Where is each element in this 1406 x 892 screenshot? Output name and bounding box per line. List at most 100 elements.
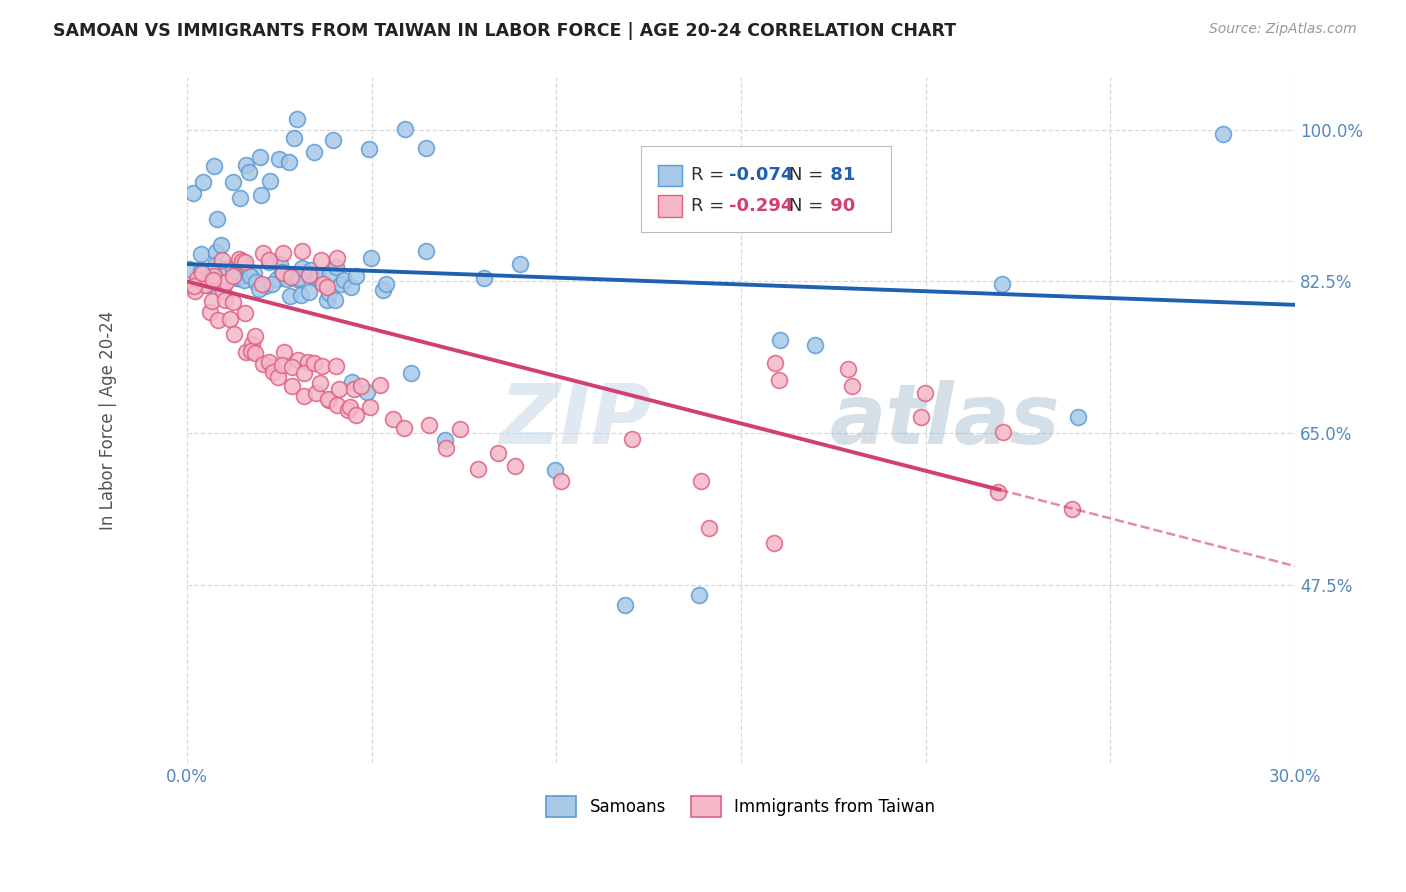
Text: atlas: atlas: [830, 380, 1060, 461]
Point: [239, 344, 262, 359]
Point: [202, 159, 225, 173]
Point: [229, 190, 252, 204]
Point: [290, 288, 312, 302]
Point: [373, 284, 395, 298]
Point: [281, 360, 304, 375]
Point: [222, 326, 245, 341]
Point: [297, 354, 319, 368]
Point: [993, 425, 1015, 439]
Text: R =: R =: [690, 167, 730, 185]
Point: [319, 267, 342, 281]
Point: [233, 255, 256, 269]
Point: [207, 313, 229, 327]
Text: N =: N =: [789, 196, 828, 215]
Point: [232, 272, 254, 286]
Point: [245, 329, 267, 343]
Point: [399, 367, 422, 381]
Point: [285, 271, 308, 285]
Point: [222, 269, 245, 284]
Point: [233, 306, 256, 320]
Point: [336, 403, 359, 417]
Point: [1067, 409, 1090, 424]
Text: 81: 81: [824, 167, 855, 185]
Point: [804, 338, 827, 352]
Point: [215, 275, 238, 289]
Point: [415, 244, 437, 259]
Point: [267, 152, 290, 166]
Point: [221, 295, 243, 310]
Point: [239, 268, 262, 283]
Point: [1212, 127, 1234, 141]
Point: [190, 246, 212, 260]
Text: N =: N =: [789, 167, 828, 185]
Point: [259, 173, 281, 187]
Point: [359, 400, 381, 414]
Point: [285, 112, 308, 127]
Point: [204, 258, 226, 272]
Point: [288, 270, 311, 285]
Point: [202, 268, 225, 283]
FancyBboxPatch shape: [658, 164, 682, 186]
Point: [231, 254, 253, 268]
Point: [202, 264, 225, 278]
Point: [987, 485, 1010, 500]
Point: [194, 278, 217, 293]
Point: [990, 277, 1012, 291]
Point: [280, 269, 302, 284]
Point: [307, 269, 329, 284]
Point: [375, 277, 398, 291]
Point: [266, 370, 288, 384]
Point: [254, 279, 277, 293]
FancyBboxPatch shape: [641, 146, 890, 232]
Legend: Samoans, Immigrants from Taiwan: Samoans, Immigrants from Taiwan: [540, 789, 942, 823]
Point: [690, 474, 713, 488]
Point: [287, 353, 309, 368]
Point: [200, 304, 222, 318]
Point: [328, 382, 350, 396]
Point: [262, 360, 284, 375]
Point: [252, 246, 274, 260]
Point: [697, 520, 720, 534]
FancyBboxPatch shape: [658, 194, 682, 217]
Text: -0.294: -0.294: [728, 196, 793, 215]
Point: [191, 175, 214, 189]
Point: [271, 266, 294, 280]
Point: [217, 260, 239, 275]
Point: [219, 312, 242, 326]
Point: [368, 377, 391, 392]
Point: [318, 286, 340, 301]
Point: [186, 271, 208, 285]
Point: [273, 345, 295, 359]
Point: [344, 269, 367, 284]
Point: [325, 359, 347, 373]
Point: [201, 273, 224, 287]
Point: [763, 356, 786, 370]
Point: [179, 262, 201, 277]
Point: [226, 270, 249, 285]
Point: [544, 462, 567, 476]
Point: [276, 272, 298, 286]
Point: [304, 145, 326, 160]
Point: [326, 399, 349, 413]
Text: 90: 90: [824, 196, 855, 215]
Point: [333, 273, 356, 287]
Point: [330, 277, 353, 291]
Point: [382, 411, 405, 425]
Point: [434, 441, 457, 455]
Point: [191, 266, 214, 280]
Point: [262, 277, 284, 291]
Point: [322, 133, 344, 147]
Point: [247, 282, 270, 296]
Point: [221, 175, 243, 189]
Point: [184, 284, 207, 298]
Point: [325, 260, 347, 274]
Point: [280, 379, 302, 393]
Point: [837, 361, 859, 376]
Point: [688, 588, 710, 602]
Point: [305, 385, 328, 400]
Point: [467, 462, 489, 476]
Text: R =: R =: [690, 196, 730, 215]
Point: [505, 459, 527, 474]
Point: [211, 252, 233, 267]
Point: [312, 277, 335, 292]
